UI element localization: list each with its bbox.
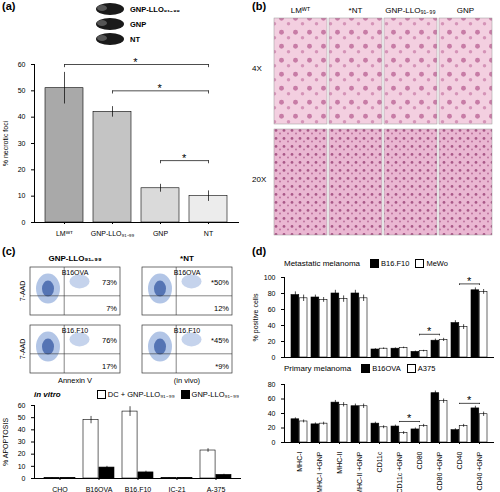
html-text:GNP-LLO₉₁₋₉₉: GNP-LLO₉₁₋₉₉ xyxy=(191,390,239,399)
svg-text:(in vivo): (in vivo) xyxy=(174,376,201,385)
svg-text:4X: 4X xyxy=(252,64,262,73)
svg-text:20: 20 xyxy=(18,450,26,457)
svg-text:10: 10 xyxy=(18,463,26,470)
html-text:MeWo: MeWo xyxy=(426,258,448,268)
html-text:(b): (b) xyxy=(252,0,266,12)
svg-text:B16.F10: B16.F10 xyxy=(62,327,89,334)
svg-text:CHO: CHO xyxy=(52,486,68,492)
svg-text:CD80: CD80 xyxy=(416,451,423,469)
svg-text:*NT: *NT xyxy=(349,6,363,15)
svg-text:7%: 7% xyxy=(106,304,117,313)
svg-text:CD40: CD40 xyxy=(456,451,463,469)
svg-text:MHC-I +GNP: MHC-I +GNP xyxy=(316,451,323,492)
svg-text:Annexin V: Annexin V xyxy=(58,376,92,385)
svg-text:A-375: A-375 xyxy=(207,486,226,492)
svg-text:60: 60 xyxy=(18,61,26,68)
svg-text:GNP-LLO₉₁₋₉₉: GNP-LLO₉₁₋₉₉ xyxy=(385,6,435,15)
svg-text:GNP-LLO₉₁₋₉₉: GNP-LLO₉₁₋₉₉ xyxy=(48,254,102,263)
svg-text:LMᵂᵀ: LMᵂᵀ xyxy=(291,6,311,15)
svg-text:*: * xyxy=(467,275,472,287)
svg-text:*: * xyxy=(427,325,432,337)
svg-text:7-AAD: 7-AAD xyxy=(19,339,26,360)
svg-text:*50%: *50% xyxy=(211,278,229,287)
svg-text:40: 40 xyxy=(268,410,276,417)
svg-text:40: 40 xyxy=(268,322,276,329)
svg-text:CD40 +GNP: CD40 +GNP xyxy=(476,451,483,490)
svg-text:% necrotic foci: % necrotic foci xyxy=(2,120,9,166)
svg-text:20X: 20X xyxy=(252,175,267,184)
svg-text:LMᵂᵀ: LMᵂᵀ xyxy=(56,230,73,237)
svg-text:10: 10 xyxy=(18,192,26,199)
html-text:(d): (d) xyxy=(252,245,266,257)
svg-text:40: 40 xyxy=(18,426,26,433)
svg-text:*: * xyxy=(467,394,472,406)
svg-text:GNP-LLO₉₁₋₉₉: GNP-LLO₉₁₋₉₉ xyxy=(130,5,180,14)
svg-text:73%: 73% xyxy=(102,278,117,287)
svg-text:17%: 17% xyxy=(102,362,117,371)
svg-text:50: 50 xyxy=(18,414,26,421)
svg-text:CD80 +GNP: CD80 +GNP xyxy=(436,451,443,490)
svg-text:60: 60 xyxy=(268,306,276,313)
svg-text:0: 0 xyxy=(22,219,26,226)
html-text:A375: A375 xyxy=(417,363,436,373)
svg-text:B16.F10: B16.F10 xyxy=(125,486,152,492)
svg-text:B16OVA: B16OVA xyxy=(174,269,201,276)
svg-text:*: * xyxy=(133,56,138,68)
svg-text:7-AAD: 7-AAD xyxy=(19,281,26,302)
html-text:B16.F10: B16.F10 xyxy=(381,258,410,268)
svg-text:50: 50 xyxy=(18,87,26,94)
svg-text:20: 20 xyxy=(268,424,276,431)
svg-text:GNP: GNP xyxy=(130,20,146,29)
svg-text:20: 20 xyxy=(268,338,276,345)
html-text:in vitro: in vitro xyxy=(34,389,61,399)
svg-text:*NT: *NT xyxy=(180,254,194,263)
svg-text:100: 100 xyxy=(264,274,276,281)
svg-text:GNP-LLO₉₁₋₉₉: GNP-LLO₉₁₋₉₉ xyxy=(91,230,135,237)
svg-text:0: 0 xyxy=(272,439,276,446)
html-text:DC + GNP-LLO₉₁₋₉₉: DC + GNP-LLO₉₁₋₉₉ xyxy=(107,390,175,399)
svg-text:MHC-II: MHC-II xyxy=(336,451,343,473)
svg-text:% APOPTOSIS: % APOPTOSIS xyxy=(2,418,9,466)
svg-text:NT: NT xyxy=(204,230,214,237)
html-text:B16OVA: B16OVA xyxy=(372,363,401,373)
svg-text:MHC-I: MHC-I xyxy=(296,451,303,471)
svg-text:B16OVA: B16OVA xyxy=(86,486,113,492)
svg-text:30: 30 xyxy=(18,140,26,147)
svg-text:GNP: GNP xyxy=(457,6,474,15)
svg-text:20: 20 xyxy=(18,166,26,173)
svg-text:*9%: *9% xyxy=(215,362,229,371)
svg-text:NT: NT xyxy=(130,35,140,44)
svg-text:0: 0 xyxy=(22,475,26,482)
svg-text:CD11c: CD11c xyxy=(376,451,383,472)
html-text:Metastatic melanoma: Metastatic melanoma xyxy=(284,258,360,268)
svg-text:76%: 76% xyxy=(102,336,117,345)
svg-text:B16OVA: B16OVA xyxy=(62,269,89,276)
svg-text:80: 80 xyxy=(268,290,276,297)
svg-text:*: * xyxy=(407,412,412,424)
svg-text:60: 60 xyxy=(18,402,26,409)
html-text:(a): (a) xyxy=(2,0,16,12)
svg-text:40: 40 xyxy=(18,113,26,120)
html-text:Primary melanoma: Primary melanoma xyxy=(284,363,352,373)
svg-text:0: 0 xyxy=(272,354,276,361)
svg-text:30: 30 xyxy=(18,438,26,445)
svg-text:*45%: *45% xyxy=(211,336,229,345)
svg-text:80: 80 xyxy=(268,381,276,388)
svg-text:% positive cells: % positive cells xyxy=(252,293,260,341)
svg-text:MHC-II +GNP: MHC-II +GNP xyxy=(356,451,363,492)
svg-text:60: 60 xyxy=(268,395,276,402)
svg-text:IC-21: IC-21 xyxy=(168,486,185,492)
svg-text:12%: 12% xyxy=(214,304,229,313)
svg-text:CD11c +GNP: CD11c +GNP xyxy=(396,451,403,492)
svg-text:GNP: GNP xyxy=(153,230,169,237)
svg-text:*: * xyxy=(182,152,187,164)
svg-text:*: * xyxy=(158,82,163,94)
svg-text:B16.F10: B16.F10 xyxy=(174,327,201,334)
html-text:(c): (c) xyxy=(2,245,16,257)
